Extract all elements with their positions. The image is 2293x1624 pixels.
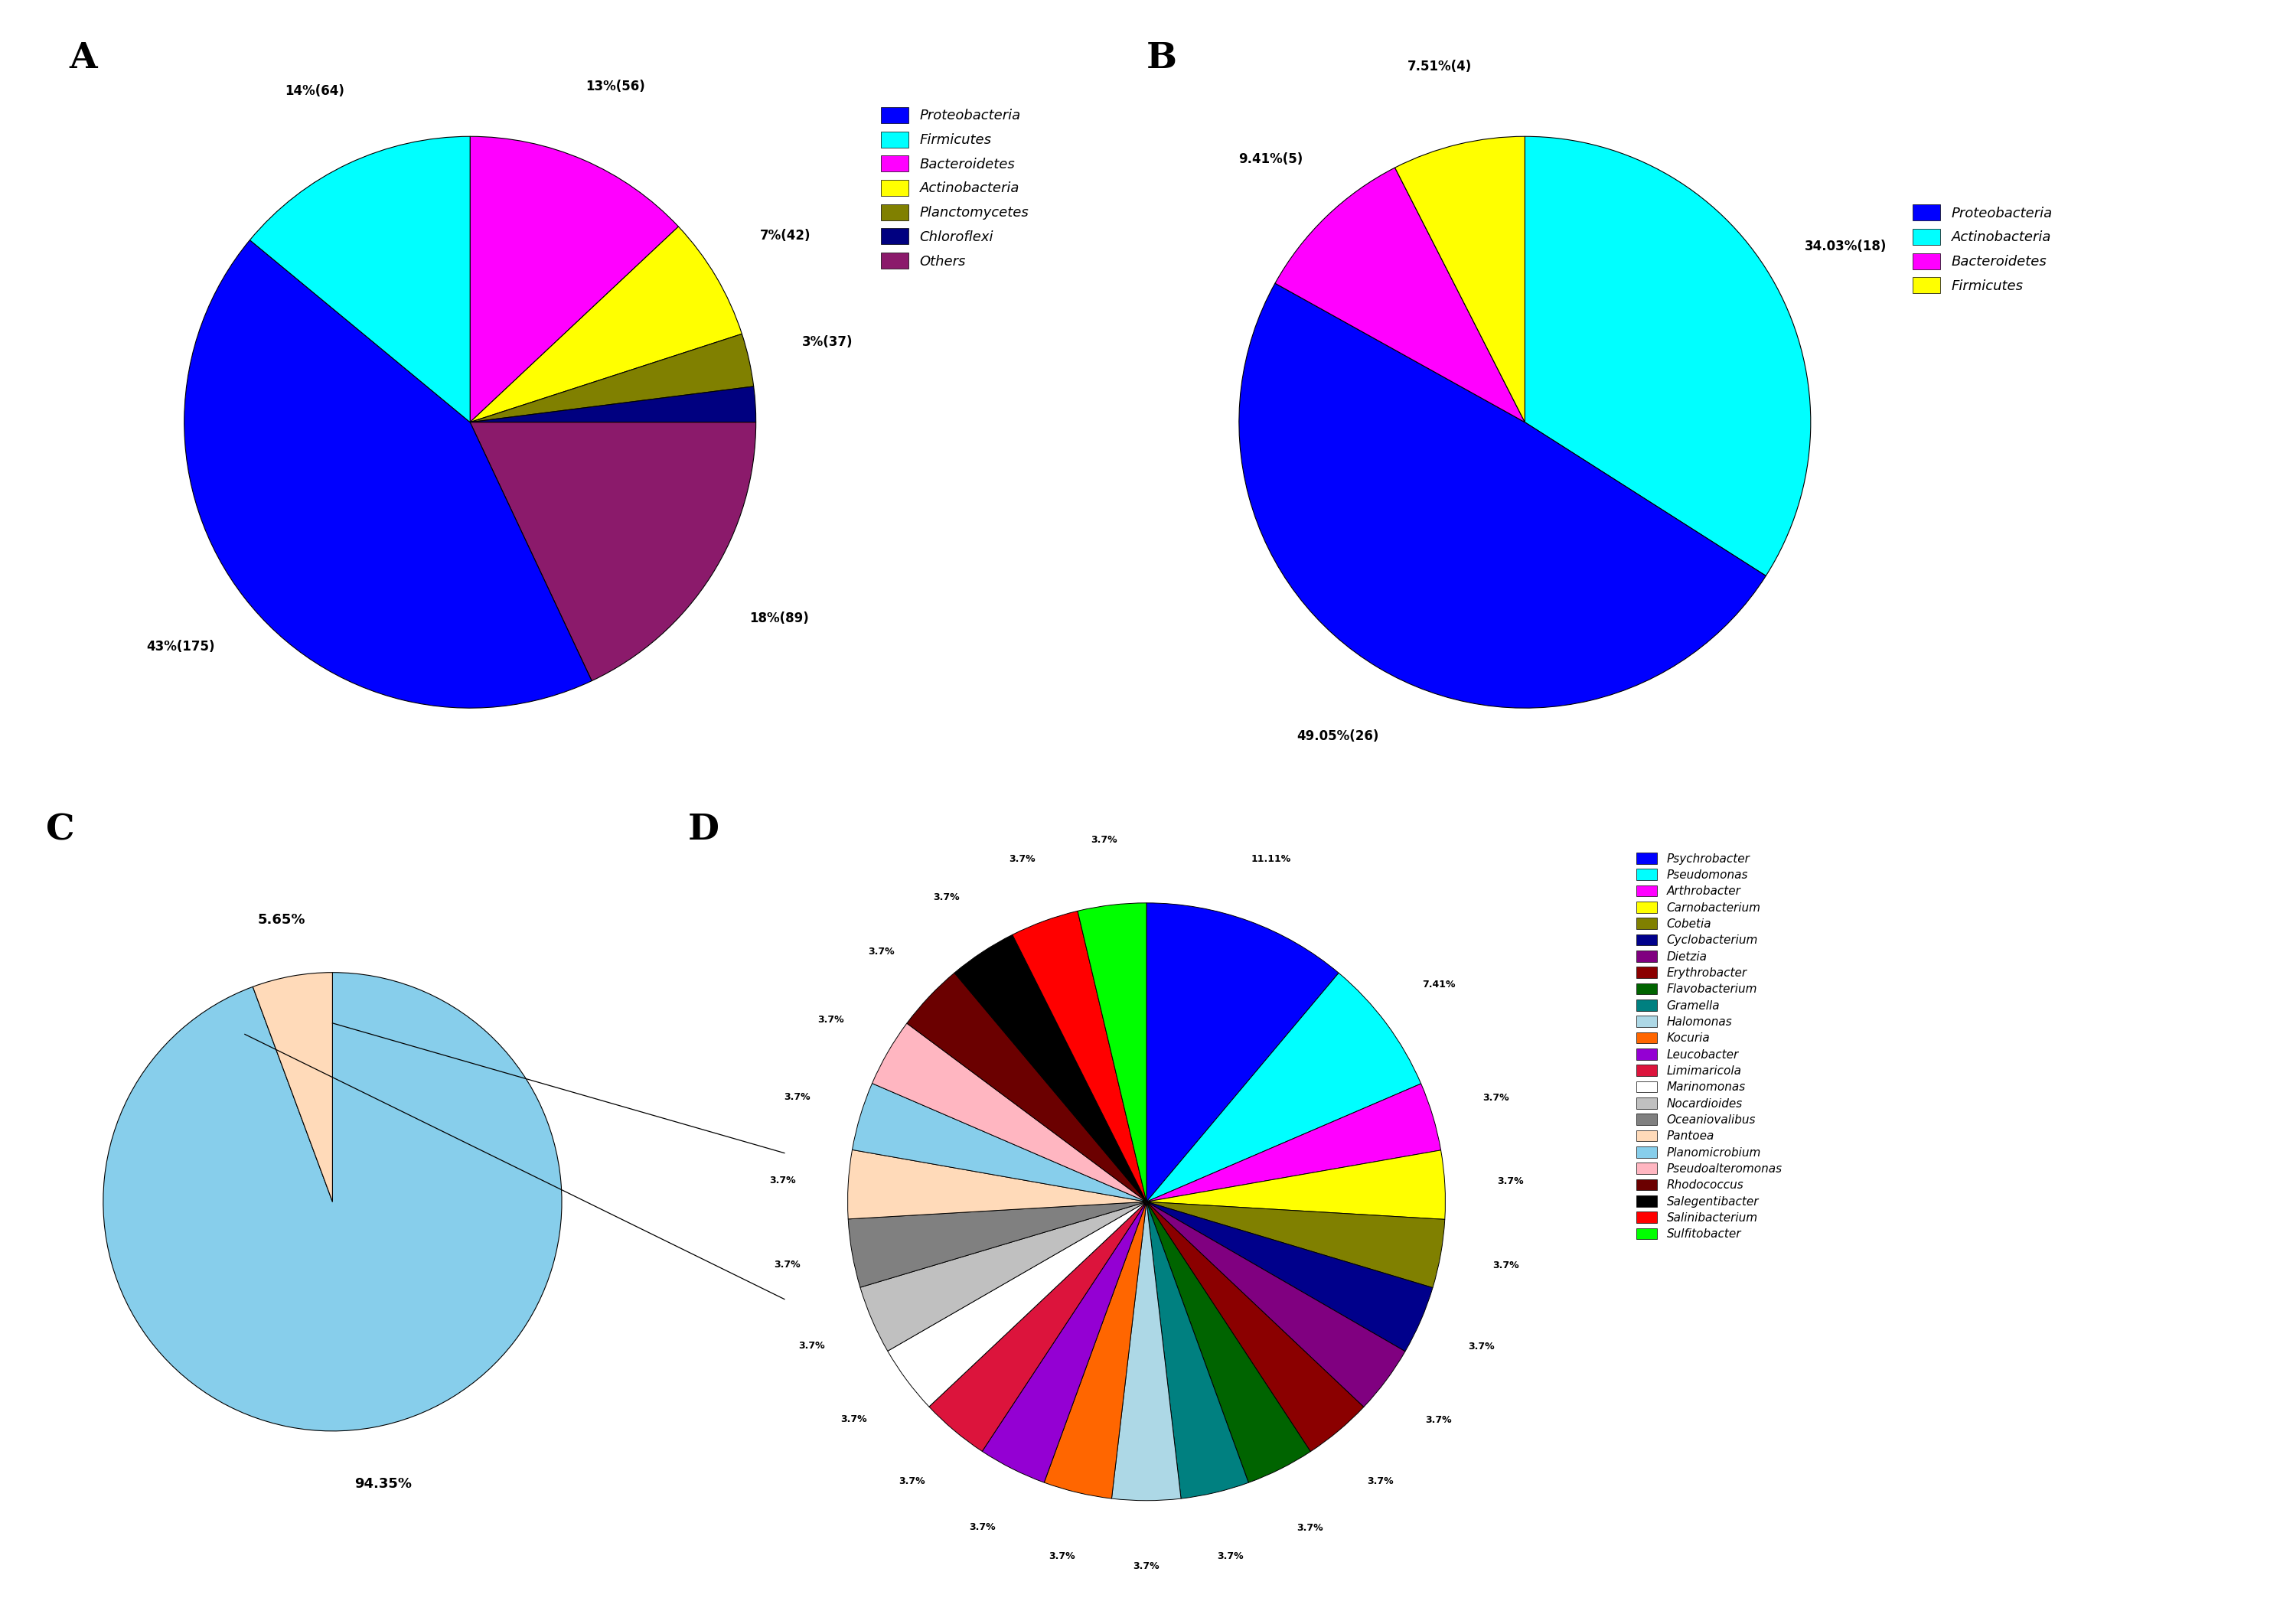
Wedge shape [1146, 1083, 1440, 1202]
Text: 3.7%: 3.7% [1497, 1176, 1525, 1186]
Legend: Psychrobacter, Pseudomonas, Arthrobacter, Carnobacterium, Cobetia, Cyclobacteriu: Psychrobacter, Pseudomonas, Arthrobacter… [1635, 851, 1784, 1242]
Wedge shape [1146, 903, 1339, 1202]
Wedge shape [1275, 167, 1525, 422]
Text: 3.7%: 3.7% [775, 1260, 800, 1270]
Text: 3%(37): 3%(37) [803, 336, 853, 349]
Wedge shape [183, 240, 592, 708]
Text: 11.11%: 11.11% [1252, 854, 1291, 864]
Legend: Proteobacteria, Firmicutes, Bacteroidetes, Actinobacteria, Planctomycetes, Chlor: Proteobacteria, Firmicutes, Bacteroidete… [878, 104, 1032, 271]
Wedge shape [954, 935, 1146, 1202]
Wedge shape [1078, 903, 1146, 1202]
Text: 7%(42): 7%(42) [759, 229, 809, 244]
Wedge shape [1014, 911, 1146, 1202]
Wedge shape [981, 1202, 1146, 1483]
Wedge shape [470, 136, 679, 422]
Wedge shape [1043, 1202, 1146, 1499]
Text: 3.7%: 3.7% [1367, 1476, 1394, 1486]
Wedge shape [1146, 973, 1422, 1202]
Text: C: C [46, 812, 76, 848]
Wedge shape [860, 1202, 1146, 1351]
Text: 34.03%(18): 34.03%(18) [1805, 239, 1887, 253]
Text: 3.7%: 3.7% [1218, 1551, 1243, 1562]
Text: 13%(56): 13%(56) [585, 80, 644, 93]
Text: 18%(89): 18%(89) [750, 611, 809, 625]
Wedge shape [929, 1202, 1146, 1452]
Text: 94.35%: 94.35% [355, 1476, 413, 1491]
Text: 14%(64): 14%(64) [284, 84, 344, 97]
Wedge shape [853, 1083, 1146, 1202]
Wedge shape [1146, 1202, 1247, 1499]
Wedge shape [1146, 1202, 1406, 1406]
Text: 3.7%: 3.7% [768, 1176, 796, 1186]
Wedge shape [906, 973, 1146, 1202]
Text: 3.7%: 3.7% [933, 892, 958, 901]
Text: A: A [69, 41, 96, 76]
Wedge shape [848, 1202, 1146, 1288]
Text: 43%(175): 43%(175) [147, 640, 216, 653]
Text: 5.65%: 5.65% [257, 913, 305, 927]
Text: 3.7%: 3.7% [1091, 835, 1117, 844]
Wedge shape [1146, 1202, 1312, 1483]
Wedge shape [1146, 1202, 1364, 1452]
Text: 3.7%: 3.7% [1426, 1415, 1451, 1424]
Wedge shape [1525, 136, 1811, 577]
Text: 3.7%: 3.7% [842, 1415, 867, 1424]
Text: 3.7%: 3.7% [798, 1341, 825, 1351]
Text: 3.7%: 3.7% [1133, 1561, 1160, 1572]
Wedge shape [470, 227, 743, 422]
Text: 3.7%: 3.7% [1493, 1260, 1518, 1270]
Text: 9.41%(5): 9.41%(5) [1238, 153, 1302, 166]
Wedge shape [103, 973, 562, 1431]
Text: 3.7%: 3.7% [1484, 1093, 1509, 1103]
Text: 7.51%(4): 7.51%(4) [1408, 60, 1472, 73]
Wedge shape [1146, 1150, 1445, 1220]
Wedge shape [252, 973, 332, 1202]
Wedge shape [871, 1023, 1146, 1202]
Text: 3.7%: 3.7% [1468, 1341, 1495, 1351]
Text: D: D [688, 812, 720, 848]
Text: 3.7%: 3.7% [899, 1476, 926, 1486]
Wedge shape [887, 1202, 1146, 1406]
Wedge shape [1238, 283, 1766, 708]
Text: 3.7%: 3.7% [1009, 854, 1034, 864]
Wedge shape [470, 387, 757, 422]
Text: 3.7%: 3.7% [869, 947, 894, 957]
Text: 3.7%: 3.7% [784, 1093, 809, 1103]
Text: 7.41%: 7.41% [1422, 979, 1456, 989]
Wedge shape [1146, 1202, 1433, 1351]
Wedge shape [470, 422, 757, 680]
Text: 3.7%: 3.7% [970, 1522, 995, 1533]
Wedge shape [250, 136, 470, 422]
Text: 3.7%: 3.7% [1048, 1551, 1075, 1561]
Wedge shape [1394, 136, 1525, 422]
Wedge shape [470, 335, 754, 422]
Text: 3.7%: 3.7% [819, 1015, 844, 1025]
Text: 49.05%(26): 49.05%(26) [1296, 729, 1378, 744]
Legend: Proteobacteria, Actinobacteria, Bacteroidetes, Firmicutes: Proteobacteria, Actinobacteria, Bacteroi… [1910, 201, 2055, 296]
Wedge shape [848, 1150, 1146, 1220]
Wedge shape [1146, 1202, 1445, 1288]
Text: 3.7%: 3.7% [1296, 1523, 1323, 1533]
Wedge shape [1112, 1202, 1181, 1501]
Text: B: B [1146, 41, 1176, 76]
